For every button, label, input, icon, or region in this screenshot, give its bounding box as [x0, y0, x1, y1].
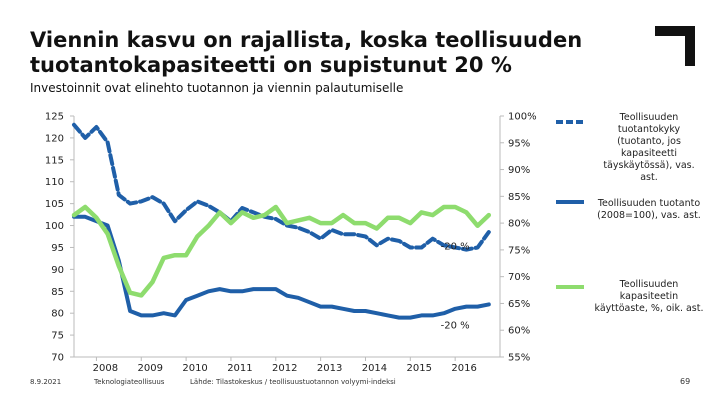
right-tick-label: 85%	[508, 192, 530, 203]
x-tick-label: 2013	[317, 363, 342, 374]
slide-subtitle: Investoinnit ovat elinehto tuotannon ja …	[30, 81, 404, 95]
x-tick-label: 2010	[182, 363, 207, 374]
legend-label-capacity: Teollisuuden tuotantokyky (tuotanto, jos…	[603, 112, 695, 183]
legend-swatch-capacity	[556, 120, 584, 124]
series-group	[71, 122, 492, 320]
right-tick-label: 70%	[508, 272, 530, 283]
annotation-group: -20 % -20 %	[441, 242, 470, 332]
x-tick-label: 2011	[227, 363, 252, 374]
x-tick-label: 2012	[272, 363, 297, 374]
series-line-utilization	[71, 204, 492, 298]
legend-label-utilization: Teollisuuden kapasiteetin käyttöaste, %,…	[594, 279, 704, 314]
legend-swatch-utilization	[556, 285, 584, 289]
x-axis: 2008 2009 2010 2011 2012 2013 2014 2015 2016	[93, 357, 477, 374]
x-tick-label: 2015	[407, 363, 432, 374]
left-tick-label: 125	[45, 112, 64, 123]
x-tick-label: 2008	[93, 363, 118, 374]
x-tick-label: 2014	[362, 363, 387, 374]
right-tick-label: 60%	[508, 326, 530, 337]
footer-date: 8.9.2021	[30, 378, 62, 386]
slide-title: Viennin kasvu on rajallista, koska teoll…	[30, 28, 583, 77]
right-axis: 100% 95% 90% 85% 80% 75% 70% 65% 60% 55%	[500, 112, 537, 364]
annotation-label: -20 %	[441, 242, 470, 253]
left-tick-label: 95	[51, 243, 64, 254]
left-tick-label: 70	[51, 353, 64, 364]
left-tick-label: 85	[51, 287, 64, 298]
right-tick-label: 90%	[508, 165, 530, 176]
left-tick-label: 90	[51, 265, 64, 276]
right-tick-label: 95%	[508, 138, 530, 149]
legend-label-production: Teollisuuden tuotanto (2008=100), vas. a…	[597, 198, 701, 221]
series-line-production	[72, 214, 491, 320]
left-tick-label: 120	[45, 133, 64, 144]
left-axis: 125 120 115 110 105 100 95 90 85 80 75 70	[45, 112, 74, 364]
left-tick-label: 75	[51, 331, 64, 342]
series-line-capacity	[72, 122, 491, 252]
left-tick-label: 100	[45, 221, 64, 232]
corner-bracket-logo-icon	[655, 26, 695, 66]
left-tick-label: 115	[45, 155, 64, 166]
right-tick-label: 65%	[508, 299, 530, 310]
x-tick-label: 2016	[451, 363, 476, 374]
annotation-label: -20 %	[441, 321, 470, 332]
x-tick-label: 2009	[138, 363, 163, 374]
chart-grid	[73, 116, 501, 358]
footer-source: Lähde: Tilastokeskus / teollisuustuotann…	[190, 378, 396, 386]
legend-swatch-production	[556, 200, 584, 204]
right-tick-label: 75%	[508, 245, 530, 256]
left-tick-label: 80	[51, 309, 64, 320]
footer-org: Teknologiateollisuus	[94, 378, 165, 386]
left-tick-label: 110	[45, 177, 64, 188]
right-tick-label: 100%	[508, 112, 537, 123]
right-tick-label: 80%	[508, 219, 530, 230]
left-tick-label: 105	[45, 199, 64, 210]
right-tick-label: 55%	[508, 353, 530, 364]
chart-area: 125 120 115 110 105 100 95 90 85 80 75 70 100% 95% 90…	[45, 112, 537, 375]
page-number: 69	[680, 377, 691, 386]
